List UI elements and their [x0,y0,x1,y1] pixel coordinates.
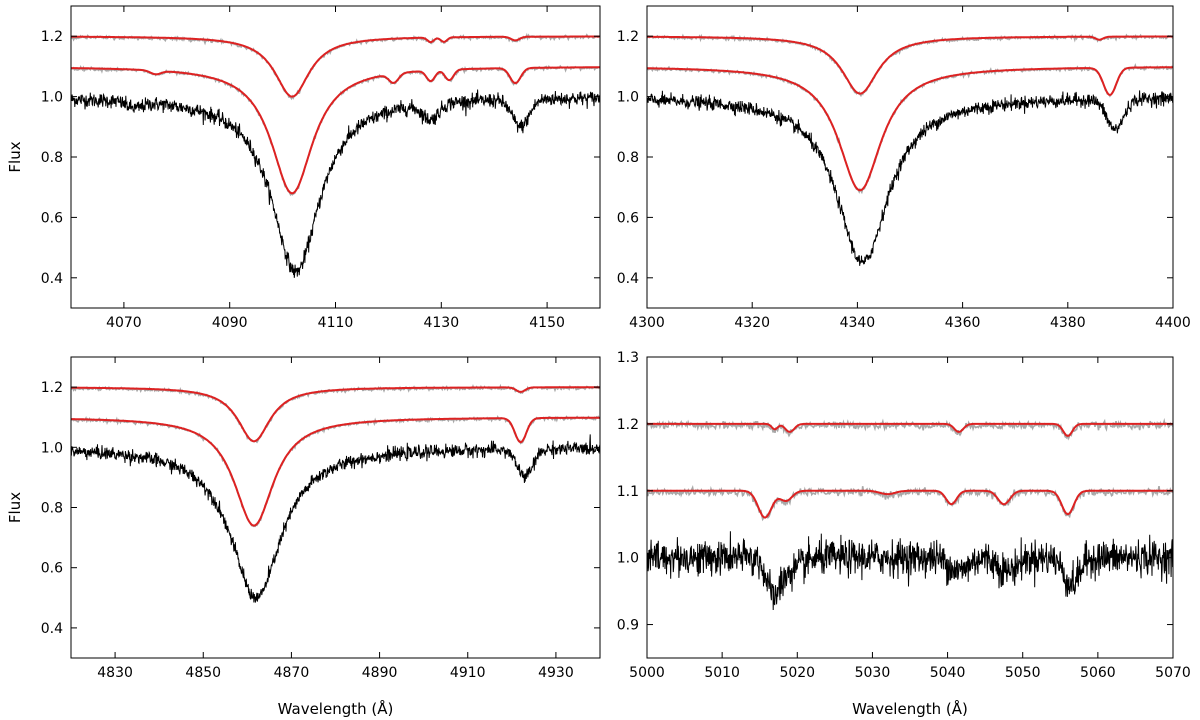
y-tick-label: 1.0 [617,551,639,567]
y-tick-label: 0.4 [41,621,63,637]
x-axis-label: Wavelength (Å) [852,699,968,718]
observed-component-line-2 [647,417,1173,441]
model-line-1 [71,416,600,527]
y-tick-label: 1.1 [617,484,639,500]
x-tick-label: 4340 [840,315,876,331]
plot-area [71,32,600,278]
observed-component-line-1 [71,414,600,528]
x-tick-label: 4110 [318,315,354,331]
y-tick-label: 1.0 [617,90,639,106]
x-tick-label: 4300 [629,315,665,331]
x-tick-label: 5060 [1080,665,1116,681]
observed-component-line-1 [647,62,1173,195]
x-tick-label: 4830 [97,665,133,681]
panel-bottom-right: 5000 5010 5020 5030 5040 5050 5060 5070 0.9 1.0 1.… [617,350,1191,718]
y-tick-label: 0.8 [41,150,63,166]
observed-spectrum-line [647,531,1173,611]
y-tick-label: 1.0 [41,440,63,456]
model-line-2 [647,422,1173,437]
model-line-2 [71,386,600,443]
y-axis-label: Flux [6,141,24,172]
observed-spectrum-line [71,89,600,278]
x-tick-label: 5000 [629,665,665,681]
x-tick-label: 4150 [529,315,565,331]
plot-area [71,383,600,603]
model-line-2 [647,35,1173,95]
observed-component-line-2 [71,383,600,444]
y-tick-label: 1.2 [41,380,63,396]
x-tick-label: 4320 [734,315,770,331]
model-line-2 [71,35,600,98]
x-tick-label: 5040 [930,665,966,681]
y-tick-label: 1.0 [41,90,63,106]
model-line-1 [647,66,1173,192]
observed-component-line-2 [647,33,1173,98]
model-line-1 [647,489,1173,519]
axes-frame [646,5,1174,309]
x-tick-label: 5010 [704,665,740,681]
observed-spectrum-line [647,90,1173,266]
y-tick-label: 0.6 [617,210,639,226]
observed-spectrum-line [71,434,600,603]
y-tick-label: 0.9 [617,618,639,634]
x-tick-label: 4870 [274,665,310,681]
y-tick-label: 1.2 [617,29,639,45]
y-tick-label: 0.4 [41,271,63,287]
model-line-1 [71,66,600,195]
x-tick-label: 4400 [1155,315,1191,331]
plot-area [647,417,1173,611]
x-tick-label: 4380 [1050,315,1086,331]
y-tick-label: 0.6 [41,561,63,577]
axes-frame [70,356,601,659]
x-tick-label: 4890 [362,665,398,681]
x-tick-label: 5070 [1155,665,1191,681]
x-tick-label: 4090 [212,315,248,331]
x-tick-label: 4070 [106,315,142,331]
y-tick-label: 0.8 [617,150,639,166]
x-tick-label: 4360 [945,315,981,331]
x-tick-label: 4930 [538,665,574,681]
x-axis-label: Wavelength (Å) [278,699,394,718]
x-tick-label: 4130 [423,315,459,331]
y-tick-label: 0.4 [617,271,639,287]
y-tick-label: 1.3 [617,350,639,366]
x-tick-label: 5020 [779,665,815,681]
observed-component-line-2 [71,32,600,101]
y-tick-label: 1.2 [41,29,63,45]
observed-component-line-1 [71,64,600,197]
panel-bottom-left: 4830 4850 4870 4890 4910 4930 0.4 0.6 0.8 1.0 1.2 F… [6,356,601,718]
x-tick-label: 4910 [450,665,486,681]
x-tick-label: 4850 [185,665,221,681]
y-tick-label: 0.6 [41,210,63,226]
y-axis-label: Flux [6,492,24,523]
x-tick-label: 5030 [855,665,891,681]
panel-top-right: 4300 4320 4340 4360 4380 4400 0.4 0.6 0.8 1.0 1.2 [617,5,1191,331]
plot-area [647,33,1173,266]
x-tick-label: 5050 [1005,665,1041,681]
axes-frame [646,356,1174,659]
y-tick-label: 1.2 [617,417,639,433]
y-tick-label: 0.8 [41,501,63,517]
panel-top-left: 4070 4090 4110 4130 4150 0.4 0.6 0.8 1.0 1.2 Flux [6,5,601,331]
